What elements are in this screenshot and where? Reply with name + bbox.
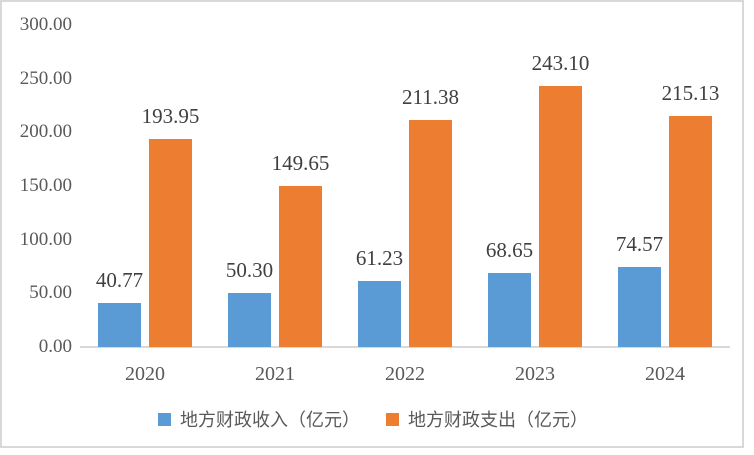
x-axis-line <box>80 346 730 348</box>
y-axis-tick-label: 0.00 <box>38 336 72 357</box>
data-label: 74.57 <box>615 231 664 256</box>
legend-swatch-icon <box>386 412 399 426</box>
data-label: 149.65 <box>271 151 330 176</box>
data-label: 193.95 <box>141 103 200 128</box>
legend: 地方财政收入（亿元） 地方财政支出（亿元） <box>0 406 746 432</box>
data-label: 68.65 <box>485 238 534 263</box>
y-axis-tick-label: 300.00 <box>19 14 72 35</box>
x-axis-label: 2024 <box>645 363 685 385</box>
expense-bar <box>149 138 192 347</box>
income-bar <box>488 273 531 347</box>
data-label: 61.23 <box>355 246 404 271</box>
data-label: 211.38 <box>402 85 459 110</box>
y-axis-tick-label: 150.00 <box>19 175 72 196</box>
x-axis-label: 2021 <box>255 363 295 385</box>
legend-item: 地方财政支出（亿元） <box>386 406 588 432</box>
expense-bar <box>409 120 452 347</box>
income-bar <box>98 303 141 347</box>
expense-bar <box>539 86 582 347</box>
y-axis-tick-label: 50.00 <box>29 282 72 304</box>
income-bar <box>228 293 271 347</box>
legend-label: 地方财政支出（亿元） <box>408 410 588 430</box>
legend-swatch-icon <box>158 412 171 426</box>
income-bar <box>358 281 401 347</box>
y-axis-tick-label: 200.00 <box>19 121 72 143</box>
data-label: 215.13 <box>661 81 720 106</box>
x-axis-label: 2023 <box>515 363 555 385</box>
income-bar <box>618 266 661 347</box>
x-axis-label: 2020 <box>125 363 165 385</box>
expense-bar <box>279 186 322 347</box>
chart-frame <box>0 0 744 448</box>
expense-bar <box>669 116 712 347</box>
data-label: 40.77 <box>95 268 144 293</box>
legend-item: 地方财政收入（亿元） <box>158 406 360 432</box>
data-label: 243.10 <box>531 51 590 76</box>
y-axis-tick-label: 250.00 <box>19 67 72 89</box>
y-axis-tick-label: 100.00 <box>19 228 72 250</box>
legend-label: 地方财政收入（亿元） <box>180 410 360 430</box>
data-label: 50.30 <box>225 258 274 282</box>
x-axis-label: 2022 <box>385 363 425 385</box>
